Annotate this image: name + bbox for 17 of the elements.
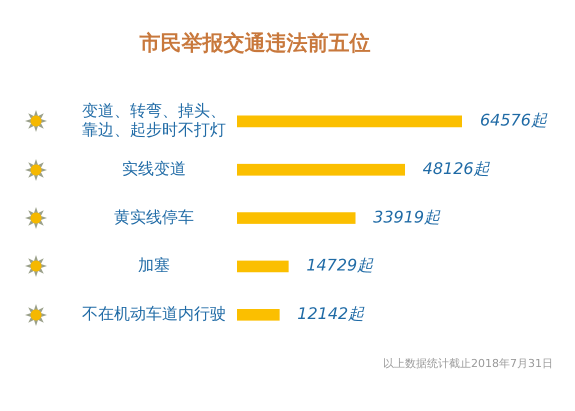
bar <box>237 212 356 224</box>
data-label: 33919起 <box>373 207 442 226</box>
bar <box>237 260 289 272</box>
y-tick-label: 变道、转弯、掉头、靠边、起步时不打灯 <box>82 100 226 140</box>
y-tick-label: 加塞 <box>138 256 170 275</box>
y-tick-label: 黄实线停车 <box>114 207 194 226</box>
data-label: 14729起 <box>306 256 374 275</box>
data-label: 12142起 <box>297 304 366 323</box>
data-label: 48126起 <box>422 158 491 178</box>
y-tick-label: 实线变道 <box>122 158 186 178</box>
bar <box>237 308 280 321</box>
data-label: 64576起 <box>480 110 548 130</box>
bar <box>237 164 406 176</box>
text: 以上数据统计截止2018年7月31日 <box>383 356 553 371</box>
bar <box>237 116 462 128</box>
y-tick-label: 不在机动车道内行驶 <box>82 304 226 323</box>
chart-title: 市民举报交通违法前五位 <box>138 31 370 56</box>
